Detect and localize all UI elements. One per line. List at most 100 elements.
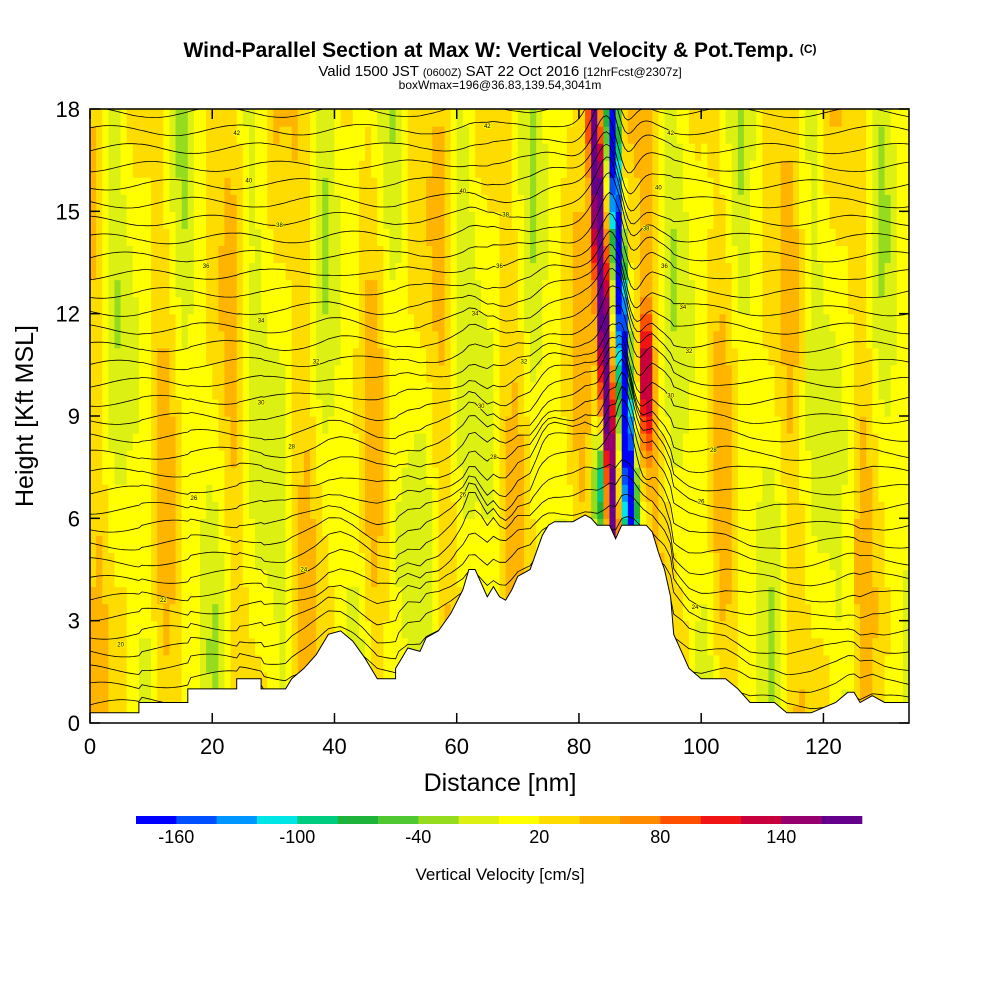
velocity-cell [151, 262, 158, 281]
velocity-cell [248, 160, 256, 178]
velocity-cell [279, 109, 287, 127]
velocity-cell [102, 160, 109, 178]
velocity-cell [578, 109, 586, 127]
velocity-cell [664, 347, 672, 366]
velocity-cell [163, 620, 171, 639]
velocity-cell [291, 637, 299, 656]
velocity-cell [187, 194, 195, 212]
velocity-cell [230, 262, 238, 281]
velocity-cell [511, 433, 519, 451]
velocity-cell [114, 433, 122, 451]
velocity-cell [151, 586, 158, 605]
velocity-cell [157, 603, 164, 622]
velocity-cell [713, 109, 721, 127]
velocity-cell [658, 262, 666, 281]
velocity-cell [743, 330, 751, 349]
velocity-cell [750, 552, 757, 571]
velocity-cell [175, 160, 183, 178]
velocity-cell [554, 381, 562, 400]
velocity-cell [206, 671, 213, 690]
velocity-cell [902, 654, 909, 673]
velocity-cell [756, 245, 763, 264]
velocity-cell [548, 160, 556, 178]
velocity-cell [151, 535, 158, 554]
velocity-cell [701, 228, 708, 247]
velocity-cell [542, 501, 549, 519]
velocity-cell [743, 433, 751, 451]
velocity-cell [334, 518, 342, 536]
velocity-cell [187, 501, 195, 519]
velocity-cell [572, 381, 580, 400]
velocity-cell [707, 245, 715, 264]
velocity-cell [377, 552, 384, 571]
velocity-cell [261, 433, 268, 451]
velocity-cell [187, 211, 195, 229]
velocity-cell [713, 467, 721, 485]
velocity-cell [426, 313, 433, 332]
velocity-cell [328, 126, 336, 144]
velocity-cell [273, 467, 281, 485]
velocity-cell [279, 228, 287, 247]
velocity-cell [878, 535, 886, 554]
velocity-cell [585, 245, 592, 264]
velocity-cell [169, 177, 177, 195]
velocity-cell [866, 211, 873, 229]
velocity-cell [762, 535, 770, 554]
velocity-cell [218, 535, 226, 554]
velocity-cell [316, 518, 323, 536]
velocity-cell [340, 450, 348, 468]
velocity-cell [401, 228, 409, 247]
velocity-cell [120, 194, 128, 212]
y-tick-label: 0 [68, 711, 80, 736]
contour-label: 42 [484, 124, 491, 130]
velocity-cell [688, 518, 696, 536]
velocity-cell [267, 637, 274, 656]
velocity-cell [169, 279, 177, 298]
velocity-cell [792, 586, 800, 605]
velocity-cell [664, 211, 672, 229]
velocity-cell [438, 467, 446, 485]
velocity-cell [633, 398, 641, 417]
velocity-cell [157, 552, 164, 571]
velocity-cell [248, 654, 256, 673]
velocity-cell [633, 313, 641, 332]
velocity-cell [884, 398, 892, 417]
velocity-cell [798, 313, 806, 332]
velocity-cell [774, 381, 782, 400]
velocity-cell [310, 262, 317, 281]
velocity-cell [835, 586, 843, 605]
velocity-cell [236, 603, 244, 622]
velocity-cell [805, 603, 812, 622]
velocity-cell [157, 654, 164, 673]
velocity-cell [713, 279, 721, 298]
velocity-cell [817, 228, 825, 247]
velocity-cell [96, 245, 103, 264]
velocity-cell [450, 467, 458, 485]
velocity-cell [102, 262, 109, 281]
velocity-cell [340, 347, 348, 366]
velocity-cell [774, 160, 782, 178]
velocity-cell [438, 109, 446, 127]
velocity-cell [102, 671, 109, 690]
velocity-cell [609, 194, 617, 212]
velocity-cell [719, 381, 727, 400]
velocity-cell [322, 109, 329, 127]
velocity-cell [151, 484, 158, 502]
velocity-cell [334, 603, 342, 622]
velocity-cell [267, 433, 274, 451]
velocity-cell [542, 467, 549, 485]
velocity-cell [438, 501, 446, 519]
velocity-cell [499, 262, 507, 281]
velocity-cell [193, 586, 201, 605]
velocity-cell [279, 620, 287, 639]
velocity-cell [872, 637, 880, 656]
velocity-cell [273, 126, 281, 144]
velocity-cell [701, 569, 708, 588]
velocity-cell [328, 484, 336, 502]
velocity-cell [670, 330, 678, 349]
velocity-cell [365, 245, 372, 264]
velocity-cell [193, 450, 201, 468]
velocity-cell [658, 364, 666, 383]
velocity-cell [145, 501, 152, 519]
velocity-cell [798, 347, 806, 366]
